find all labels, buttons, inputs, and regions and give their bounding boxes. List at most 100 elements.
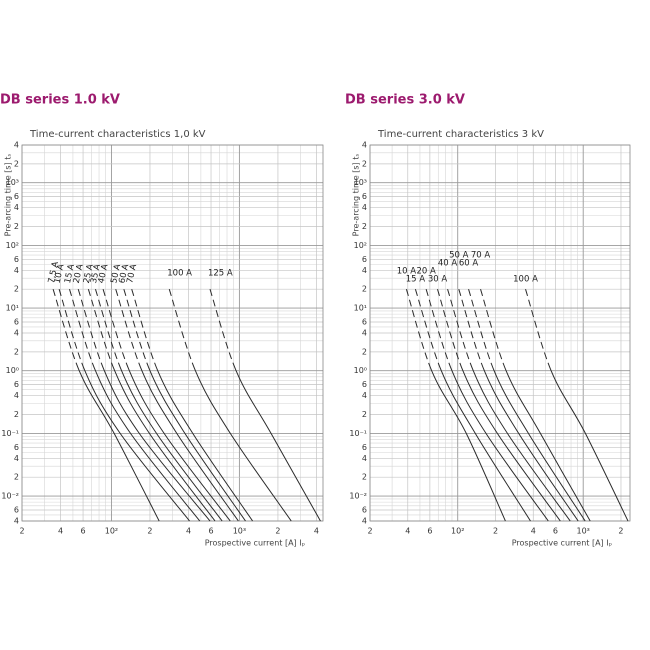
curve	[525, 289, 629, 522]
curve	[77, 289, 211, 522]
x-tick-label: 2	[19, 527, 24, 536]
y-tick-label: 2	[14, 473, 19, 482]
curve-label: 60 A	[117, 263, 131, 284]
y-tick-label: 10¹	[6, 304, 19, 313]
curve-label: 100 A	[167, 269, 192, 279]
y-tick-label: 4	[362, 203, 367, 212]
x-tick-label: 6	[553, 527, 558, 536]
curve-label: 40 A	[438, 259, 458, 269]
curve-label: 50 A	[109, 263, 123, 284]
curve-label: 10 A	[53, 263, 67, 284]
curve-label: 7,5 A	[47, 261, 61, 285]
y-tick-label: 2	[362, 473, 367, 482]
x-tick-label: 4	[405, 527, 410, 536]
curve	[115, 289, 239, 522]
y-tick-label: 6	[362, 317, 367, 326]
x-tick-label: 4	[58, 527, 63, 536]
curve-label: 25 A	[82, 263, 96, 284]
y-tick-label: 4	[14, 329, 19, 338]
x-tick-label: 4	[314, 527, 319, 536]
chart-subtitle: Time-current characteristics 3 kV	[377, 129, 544, 140]
y-tick-label: 4	[14, 141, 19, 150]
curve	[69, 289, 201, 522]
y-tick-label: 6	[362, 192, 367, 201]
x-tick-label: 2	[275, 527, 280, 536]
plot-frame	[21, 144, 324, 522]
curve	[458, 289, 579, 522]
x-tick-label: 2	[367, 527, 372, 536]
x-tick-label: 10²	[451, 527, 464, 536]
y-tick-label: 2	[362, 222, 367, 231]
y-tick-label: 10⁻¹	[349, 429, 367, 438]
chart-title: DB series 3.0 kV	[345, 93, 465, 108]
y-tick-label: 2	[362, 285, 367, 294]
y-tick-label: 4	[362, 454, 367, 463]
curve-label: 10 A	[397, 267, 417, 277]
curve-label: 30 A	[428, 275, 448, 285]
y-tick-label: 10²	[6, 241, 19, 250]
y-tick-label: 2	[14, 222, 19, 231]
x-tick-label: 2	[147, 527, 152, 536]
y-tick-label: 6	[14, 192, 19, 201]
y-tick-label: 4	[362, 329, 367, 338]
y-tick-label: 6	[14, 505, 19, 514]
x-tick-label: 6	[427, 527, 432, 536]
curve	[405, 289, 506, 522]
y-tick-label: 2	[362, 347, 367, 356]
curve-label: 50 A	[449, 251, 469, 261]
y-tick-label: 6	[14, 255, 19, 264]
x-tick-label: 10³	[577, 527, 590, 536]
chart-subtitle: Time-current characteristics 1,0 kV	[29, 129, 206, 140]
x-tick-label: 2	[618, 527, 623, 536]
x-tick-label: 6	[81, 527, 86, 536]
y-tick-label: 4	[14, 517, 19, 526]
y-tick-label: 4	[14, 454, 19, 463]
x-tick-label: 6	[208, 527, 213, 536]
curve-label: 60 A	[459, 259, 479, 269]
y-tick-label: 10⁻¹	[1, 429, 19, 438]
y-tick-label: 4	[14, 266, 19, 275]
curve-label: 125 A	[208, 269, 233, 279]
y-tick-label: 4	[362, 141, 367, 150]
y-tick-label: 6	[362, 505, 367, 514]
y-tick-label: 4	[362, 266, 367, 275]
y-tick-label: 10⁻²	[1, 492, 19, 501]
chart-title: DB series 1.0 kV	[0, 93, 120, 108]
curve	[480, 289, 591, 522]
y-tick-label: 6	[362, 380, 367, 389]
y-tick-label: 2	[14, 410, 19, 419]
y-tick-label: 10⁰	[354, 366, 367, 375]
y-tick-label: 4	[14, 203, 19, 212]
curve-label: 100 A	[513, 275, 538, 285]
y-tick-label: 10³	[6, 178, 19, 187]
curve	[102, 289, 231, 522]
curve-label: 35 A	[89, 263, 103, 284]
x-tick-label: 10²	[105, 527, 118, 536]
plot-frame	[369, 144, 631, 522]
x-tick-label: 4	[531, 527, 536, 536]
y-tick-label: 6	[362, 255, 367, 264]
y-tick-label: 4	[14, 391, 19, 400]
curve-label: 15 A	[406, 275, 426, 285]
x-tick-label: 4	[186, 527, 191, 536]
y-tick-label: 4	[362, 517, 367, 526]
curve	[52, 289, 160, 522]
y-tick-label: 10³	[354, 178, 367, 187]
curve	[123, 289, 246, 522]
y-tick-label: 4	[362, 391, 367, 400]
curve	[168, 289, 292, 522]
y-tick-label: 6	[14, 317, 19, 326]
curve	[87, 289, 216, 522]
curve	[94, 289, 223, 522]
y-tick-label: 6	[14, 380, 19, 389]
y-tick-label: 2	[14, 347, 19, 356]
y-tick-label: 6	[362, 443, 367, 452]
curve	[209, 289, 321, 522]
y-tick-label: 2	[362, 159, 367, 168]
y-tick-label: 2	[362, 410, 367, 419]
y-tick-label: 2	[14, 159, 19, 168]
curve-label: 20 A	[72, 263, 86, 284]
curve	[468, 289, 586, 522]
x-axis-label: Prospective current [A] Iₚ	[205, 539, 305, 548]
